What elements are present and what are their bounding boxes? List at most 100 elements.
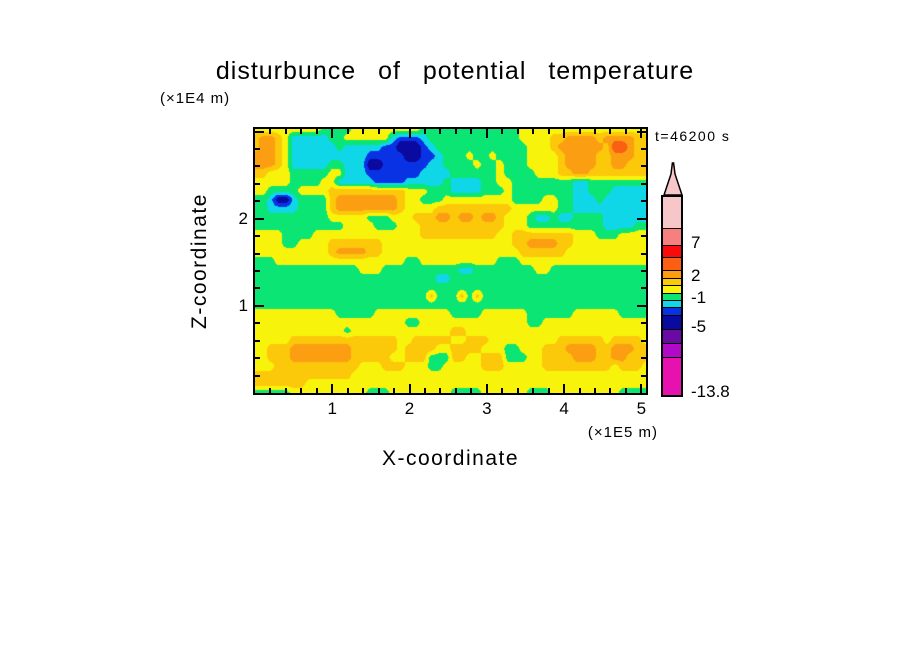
- colorbar-segment: [663, 357, 681, 395]
- x-axis-tick: [470, 388, 473, 393]
- z-axis-tick: [641, 357, 646, 360]
- z-axis-tick: [637, 130, 646, 133]
- x-axis-tick: [269, 388, 272, 393]
- x-axis-tick: [424, 129, 426, 134]
- z-axis-tick: [641, 148, 646, 151]
- time-label: t=46200 s: [655, 128, 731, 144]
- z-axis-tick: [641, 287, 646, 290]
- x-axis-tick: [563, 384, 566, 393]
- x-axis-tick: [516, 129, 519, 134]
- z-axis-tick: [255, 252, 260, 255]
- z-axis-tick: [637, 217, 646, 220]
- x-axis-tick: [454, 129, 457, 134]
- z-axis-tick: [255, 182, 260, 185]
- colorbar-segment: [663, 293, 681, 300]
- colorbar-segment: [663, 329, 681, 343]
- x-axis-tick: [362, 129, 365, 134]
- x-axis-tick: [532, 129, 535, 134]
- colorbar-label: -13.8: [691, 382, 730, 401]
- colorbar-label: 2: [691, 266, 701, 285]
- x-axis-tick: [501, 388, 504, 393]
- x-axis-tick: [377, 388, 380, 393]
- z-axis-tick: [637, 304, 646, 307]
- z-axis-tick: [641, 165, 646, 168]
- x-axis-tick: [485, 384, 488, 393]
- z-axis-tick: [255, 339, 260, 342]
- x-axis-tick: [594, 129, 596, 134]
- colorbar-segment: [663, 300, 681, 307]
- z-axis-tick: [641, 252, 646, 255]
- x-axis-tick: [377, 129, 380, 134]
- z-axis-tick: [255, 357, 260, 360]
- colorbar-segment: [663, 285, 681, 293]
- x-axis-tick: [284, 129, 287, 134]
- colorbar-segment: [663, 343, 681, 357]
- z-tick-label: 1: [238, 295, 248, 315]
- x-axis-tick: [393, 129, 396, 134]
- colorbar-arrow-polygon: [662, 162, 684, 196]
- x-tick-label: 4: [559, 399, 569, 418]
- z-axis-tick: [641, 200, 646, 203]
- x-axis-tick: [300, 129, 303, 134]
- z-axis-tick: [641, 235, 646, 238]
- colorbar-label: -1: [691, 288, 707, 307]
- colorbar-segment: [663, 315, 681, 329]
- x-axis-tick: [609, 129, 612, 134]
- x-axis-tick: [284, 388, 287, 393]
- x-axis-tick: [532, 388, 535, 393]
- colorbar-label: 7: [691, 233, 701, 252]
- colorbar-segment: [663, 245, 681, 257]
- x-axis-tick: [563, 129, 566, 138]
- z-axis-tick: [255, 217, 264, 220]
- x-axis-tick: [408, 384, 411, 393]
- x-tick-label: 1: [327, 399, 337, 418]
- x-axis-tick: [346, 129, 349, 134]
- x-axis-tick: [439, 129, 442, 134]
- x-axis-tick: [609, 388, 612, 393]
- z-axis-tick: [255, 304, 264, 307]
- colorbar-label: -5: [691, 317, 707, 336]
- plot-frame: [253, 127, 648, 395]
- chart-title: disturbunce of potential temperature: [215, 57, 695, 85]
- z-axis-tick: [641, 339, 646, 342]
- colorbar: [661, 195, 683, 397]
- colorbar-segment: [663, 278, 681, 285]
- y-axis-unit: (×1E4 m): [160, 90, 231, 107]
- x-axis-tick: [640, 129, 643, 138]
- z-axis-tick: [255, 322, 260, 325]
- x-axis-tick: [315, 388, 318, 393]
- colorbar-segment: [663, 307, 681, 315]
- z-axis-tick: [641, 182, 646, 185]
- z-axis-tick: [255, 374, 260, 377]
- z-axis-tick: [255, 148, 260, 151]
- x-axis-tick: [640, 384, 643, 393]
- contour-canvas: [255, 129, 646, 393]
- x-axis-tick: [485, 129, 488, 138]
- x-axis-tick: [393, 388, 396, 393]
- z-axis-tick: [641, 270, 646, 273]
- colorbar-arrow-icon: [662, 162, 684, 196]
- x-axis-tick: [624, 388, 627, 393]
- x-axis-tick: [269, 129, 272, 134]
- x-axis-tick: [300, 388, 303, 393]
- x-tick-label: 5: [636, 399, 647, 418]
- x-axis-tick: [315, 129, 318, 134]
- x-axis-tick: [501, 129, 504, 134]
- x-axis-tick: [331, 384, 334, 393]
- x-axis-tick: [578, 129, 581, 134]
- z-axis-tick: [255, 235, 260, 238]
- x-axis-tick: [439, 388, 442, 393]
- z-tick-label: 2: [238, 208, 248, 228]
- z-axis-tick: [255, 165, 260, 168]
- x-axis-tick: [408, 129, 411, 138]
- x-axis-label: X-coordinate: [381, 447, 520, 470]
- x-tick-label: 3: [482, 399, 492, 418]
- x-axis-tick: [424, 388, 426, 393]
- x-axis-tick: [346, 388, 349, 393]
- z-axis-tick: [255, 270, 260, 273]
- x-axis-tick: [547, 129, 550, 134]
- x-axis-tick: [331, 129, 334, 138]
- x-axis-tick: [362, 388, 365, 393]
- y-axis-label: Z-coordinate: [188, 193, 211, 329]
